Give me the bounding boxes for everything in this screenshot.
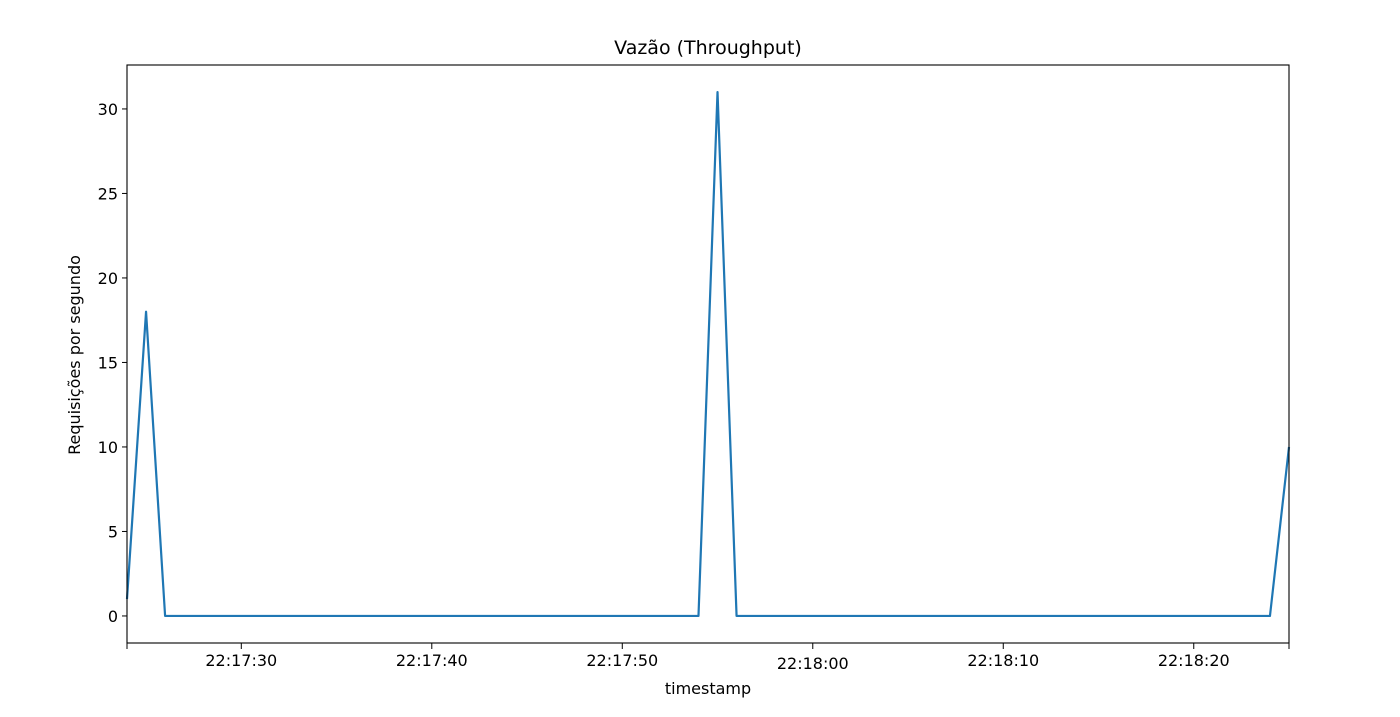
- series-line-0: [125, 90, 1291, 618]
- x-tick-label: 22:18:00: [777, 654, 849, 673]
- x-tick-label: 22:17:30: [205, 651, 277, 670]
- x-tick-label: 22:17:50: [586, 651, 658, 670]
- x-tick-label: 22:18:10: [967, 651, 1039, 670]
- x-axis: 22:17:30 22:17:40 22:17:50 22:18:00 22:18:10…: [126, 643, 1290, 673]
- y-tick-label: 0: [108, 607, 118, 626]
- y-axis: 0 5 10 15 20 25 30: [98, 100, 127, 626]
- y-tick-label: 15: [98, 353, 118, 372]
- y-tick-label: 25: [98, 184, 118, 203]
- x-tick-label: 22:18:20: [1158, 651, 1230, 670]
- y-tick-label: 30: [98, 100, 118, 119]
- y-tick-label: 10: [98, 438, 118, 457]
- plot-frame: [126, 64, 1290, 644]
- chart-title: Vazão (Throughput): [614, 37, 802, 59]
- plot-area: [125, 64, 1291, 644]
- y-axis-title: Requisições por segundo: [65, 255, 84, 455]
- y-tick-label: 5: [108, 522, 118, 541]
- x-tick-label: 22:17:40: [396, 651, 468, 670]
- x-axis-title: timestamp: [665, 679, 751, 698]
- y-tick-label: 20: [98, 269, 118, 288]
